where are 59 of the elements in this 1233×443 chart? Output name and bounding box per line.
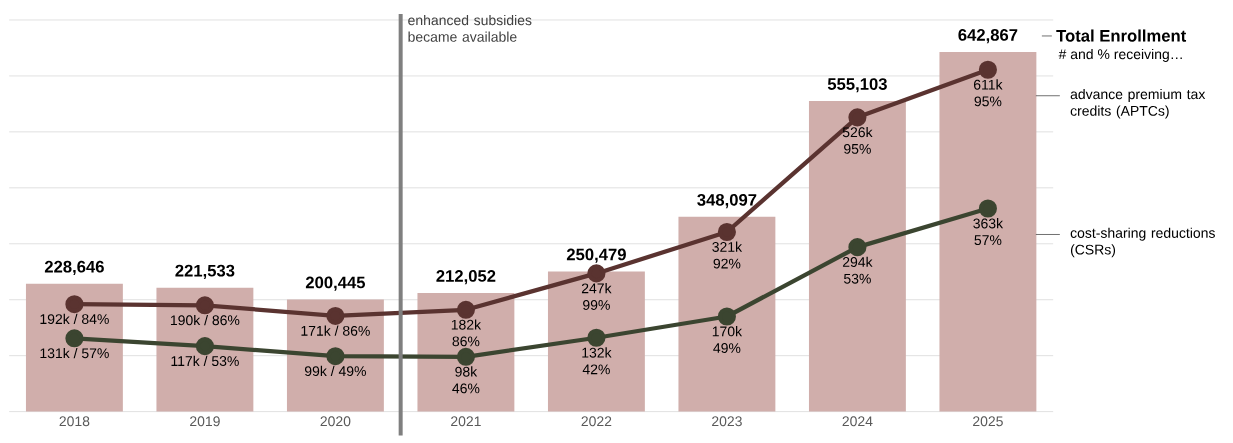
data-label: 182k 86%	[451, 319, 482, 347]
point	[848, 108, 867, 127]
point	[195, 337, 214, 356]
data-label: 171k / 86%	[301, 325, 370, 337]
x-tick-label: 2020	[320, 416, 351, 427]
data-label: 192k / 84%	[40, 313, 109, 325]
data-label: 642,867	[958, 29, 1018, 44]
bar	[156, 287, 254, 412]
point	[587, 328, 606, 348]
point	[326, 347, 345, 366]
text: # and % receiving…	[1058, 49, 1182, 63]
data-label: 221,533	[175, 264, 235, 280]
bar	[939, 52, 1037, 412]
x-tick-label: 2021	[451, 416, 481, 427]
text: advance premium tax credits (APTCs)	[1070, 89, 1206, 119]
point	[65, 295, 84, 314]
data-label: 200,445	[305, 276, 366, 291]
text: cost-sharing reductions (CSRs)	[1070, 227, 1215, 258]
data-label: 348,097	[697, 194, 757, 209]
bar	[547, 271, 645, 412]
data-label: 321k 92%	[712, 241, 743, 269]
x-tick-label: 2023	[712, 416, 742, 427]
point	[326, 307, 345, 326]
data-label: 363k 57%	[973, 218, 1004, 246]
data-label: 190k / 86%	[170, 315, 240, 326]
bar	[808, 101, 906, 412]
point	[587, 264, 606, 283]
point	[978, 60, 997, 80]
x-tick-label: 2022	[581, 416, 612, 427]
point	[65, 329, 84, 348]
data-label: 117k / 53%	[171, 355, 239, 367]
point	[456, 300, 475, 320]
data-label: 611k 95%	[973, 79, 1003, 107]
data-label: 131k / 57%	[40, 348, 109, 359]
data-label: 294k 53%	[842, 256, 873, 284]
data-label: 99k / 49%	[304, 366, 366, 377]
data-label: 212,052	[436, 270, 496, 285]
point	[848, 238, 867, 257]
data-label: 526k 95%	[842, 127, 873, 155]
point	[456, 347, 475, 367]
data-label: 98k 46%	[452, 366, 480, 394]
x-tick-label: 2019	[190, 416, 220, 427]
point	[195, 296, 214, 315]
bar	[25, 283, 123, 412]
data-label: 170k 49%	[712, 326, 743, 354]
data-label: 228,646	[44, 260, 104, 276]
data-label: 247k 99%	[581, 283, 612, 311]
ref-line-label: enhanced subsidies became available	[408, 15, 532, 43]
point	[717, 307, 736, 326]
data-label: 555,103	[827, 78, 887, 93]
bar	[678, 217, 776, 412]
point	[978, 199, 997, 218]
data-label: 132k 42%	[582, 347, 612, 375]
series-label: Total Enrollment	[1056, 29, 1187, 42]
x-tick-label: 2018	[59, 416, 90, 427]
data-label: 250,479	[566, 248, 626, 263]
x-tick-label: 2024	[842, 416, 873, 427]
x-tick-label: 2025	[973, 416, 1003, 427]
point	[717, 223, 736, 242]
